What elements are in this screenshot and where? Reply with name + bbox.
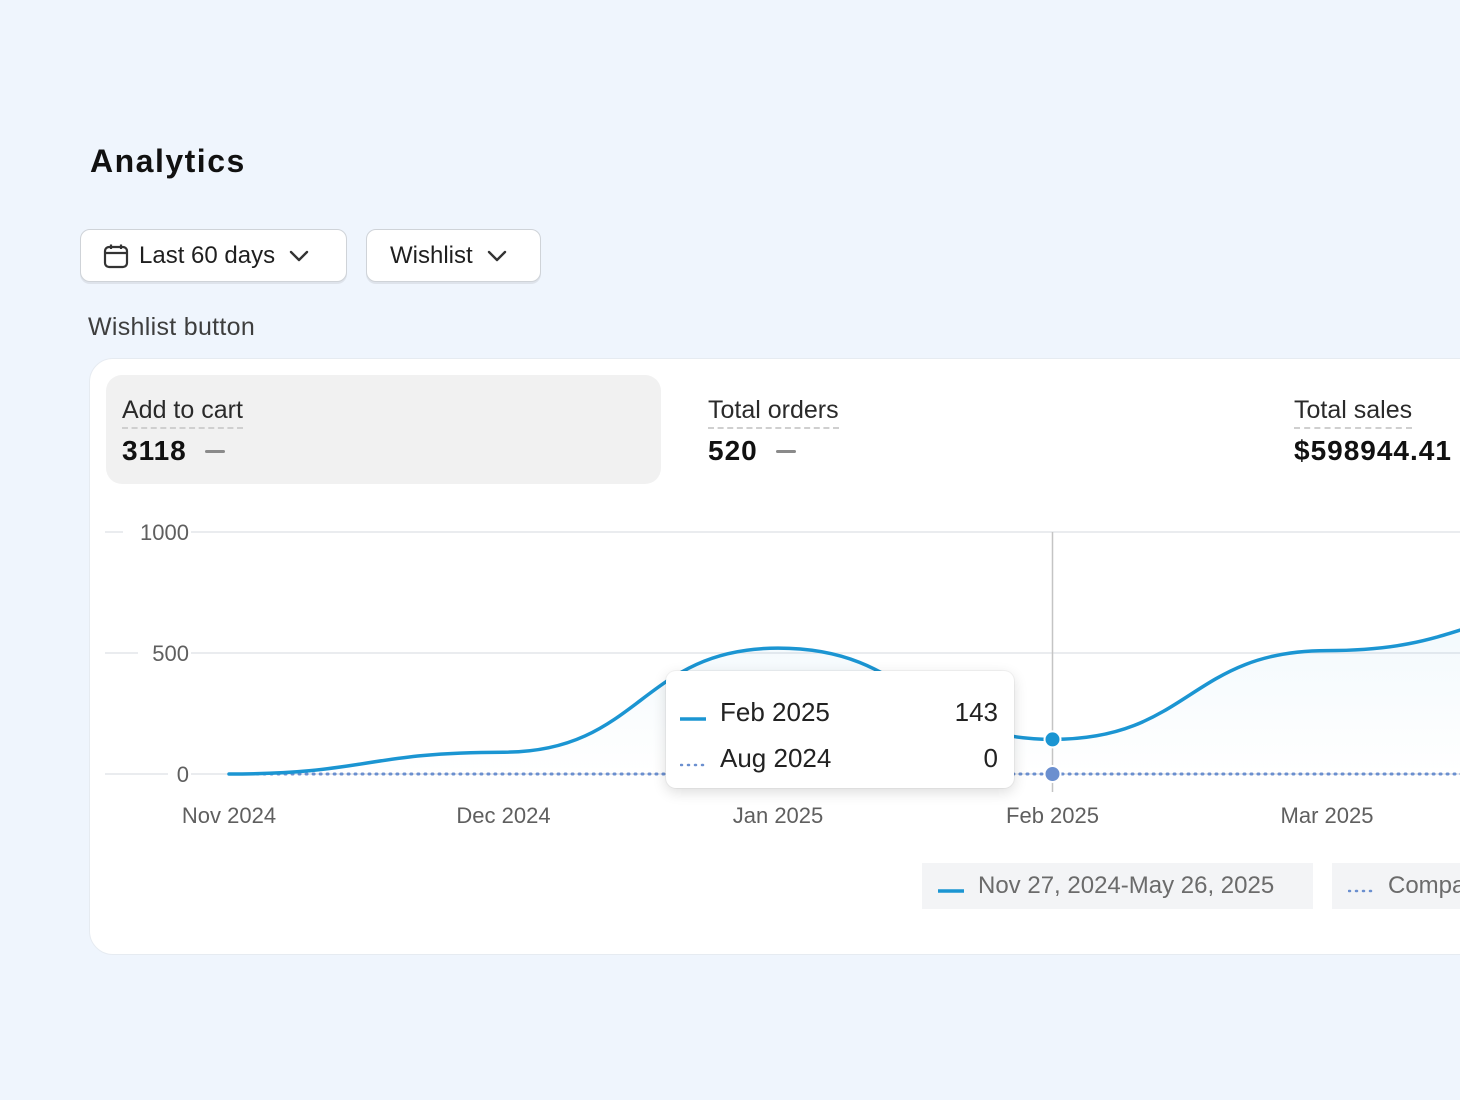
y-tick-label: 1000: [140, 520, 189, 545]
dotted-line-key: [679, 743, 708, 774]
y-tick-label: 500: [152, 641, 189, 666]
tooltip-row-comparison: Aug 2024 0: [679, 735, 998, 781]
metric-total-orders[interactable]: Total orders 520: [692, 375, 1247, 484]
metric-add-to-cart[interactable]: Add to cart 3118: [106, 375, 661, 484]
metric-value: 3118: [122, 435, 187, 466]
solid-line-key: [678, 697, 708, 728]
current-series-marker: [1043, 730, 1062, 749]
page-title: Analytics: [90, 143, 246, 179]
x-tick-label: Mar 2025: [1281, 803, 1374, 828]
chevron-down-icon: [487, 250, 507, 262]
date-range-label: Last 60 days: [139, 241, 276, 269]
metric-title: Total orders: [708, 395, 839, 429]
tick-label-bg: [168, 760, 191, 788]
analytics-card: Add to cart 3118 Total orders 520 Total …: [89, 358, 1460, 955]
x-tick-label: Nov 2024: [182, 803, 276, 828]
tick-label-bg: [138, 639, 191, 667]
metric-value: 520: [708, 435, 758, 466]
metric-value: $598944.41: [1294, 435, 1452, 466]
tooltip-value: 0: [983, 742, 998, 773]
x-tick-label: Jan 2025: [733, 803, 824, 828]
wishlist-type-label: Wishlist: [390, 241, 473, 269]
tooltip-value: 143: [954, 696, 998, 727]
metric-title: Add to cart: [122, 395, 243, 429]
tooltip-row-current: Feb 2025 143: [678, 689, 998, 735]
x-tick-label: Dec 2024: [456, 803, 550, 828]
metric-total-sales[interactable]: Total sales $598944.41: [1278, 375, 1460, 484]
dotted-line-key: [1347, 872, 1376, 900]
legend-label: Compa: [1388, 872, 1460, 899]
metric-title: Total sales: [1294, 395, 1413, 429]
legend-current-range[interactable]: Nov 27, 2024-May 26, 2025: [922, 863, 1313, 909]
tooltip-label: Aug 2024: [720, 742, 832, 773]
no-change-indicator: [775, 449, 796, 453]
no-change-indicator: [204, 449, 225, 453]
section-label: Wishlist button: [88, 313, 256, 341]
legend-label: Nov 27, 2024-May 26, 2025: [978, 872, 1275, 899]
calendar-icon: [103, 243, 129, 269]
x-tick-label: Feb 2025: [1006, 803, 1099, 828]
tooltip-label: Feb 2025: [720, 696, 830, 727]
chart-tooltip: Feb 2025 143 Aug 2024 0: [666, 671, 1014, 788]
solid-line-key: [936, 872, 966, 900]
tick-label-bg: [123, 518, 191, 546]
chevron-down-icon: [289, 250, 309, 262]
y-tick-label: 0: [177, 762, 189, 787]
comparison-series-marker: [1043, 765, 1062, 783]
legend-comparison-range[interactable]: Compa: [1332, 863, 1460, 909]
date-range-dropdown[interactable]: Last 60 days: [80, 229, 347, 282]
wishlist-type-dropdown[interactable]: Wishlist: [366, 229, 541, 282]
